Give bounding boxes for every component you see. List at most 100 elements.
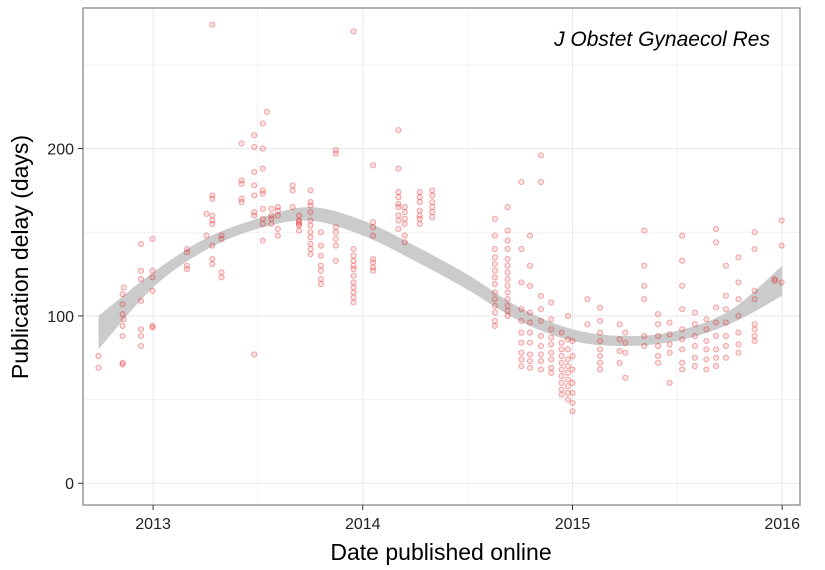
data-point — [564, 396, 571, 403]
data-point — [307, 187, 314, 194]
data-point — [622, 339, 629, 346]
data-point — [259, 187, 266, 194]
data-point — [713, 239, 720, 246]
data-point — [332, 224, 339, 231]
data-point — [395, 217, 402, 224]
data-point — [416, 212, 423, 219]
data-point — [691, 332, 698, 340]
data-point — [564, 356, 571, 363]
data-point — [307, 199, 314, 206]
data-point — [537, 306, 544, 313]
data-point — [295, 217, 303, 224]
data-point — [548, 316, 555, 323]
data-point — [317, 281, 324, 288]
data-point — [597, 329, 604, 336]
data-point — [289, 182, 296, 189]
data-point — [370, 219, 377, 226]
data-point — [307, 229, 314, 236]
data-point — [537, 358, 544, 365]
data-point — [395, 189, 402, 196]
data-point — [149, 274, 156, 281]
data-point — [209, 192, 216, 199]
data-point — [350, 252, 357, 259]
data-point — [137, 297, 145, 304]
data-point — [548, 356, 555, 363]
axes: 2013 2014 2015 2016 0 100 200 — [47, 142, 800, 533]
data-point — [395, 225, 402, 232]
data-point — [616, 347, 623, 355]
data-point — [95, 364, 102, 371]
data-point — [259, 237, 266, 244]
data-point — [395, 127, 402, 134]
data-point — [564, 369, 571, 376]
data-point — [238, 140, 245, 147]
data-point — [655, 321, 662, 328]
data-point — [429, 204, 436, 211]
data-point — [735, 279, 742, 286]
data-point — [251, 132, 258, 139]
data-point — [526, 262, 534, 269]
data-point — [307, 250, 314, 258]
data-point — [149, 235, 156, 242]
data-point — [679, 232, 686, 239]
data-point — [259, 220, 266, 227]
y-tick-label: 0 — [65, 476, 74, 493]
data-point — [238, 199, 245, 206]
data-point — [713, 346, 720, 353]
data-point — [537, 342, 544, 350]
x-axis-title: Date published online — [330, 539, 551, 565]
data-point — [735, 296, 742, 303]
data-point — [713, 363, 720, 370]
data-point — [666, 319, 673, 326]
data-point — [350, 266, 357, 273]
data-point — [416, 207, 423, 214]
data-point — [564, 389, 571, 396]
data-point — [569, 353, 576, 360]
data-point — [401, 215, 408, 222]
data-point — [616, 336, 623, 343]
data-point — [526, 309, 534, 316]
data-point — [666, 331, 673, 338]
data-point — [370, 264, 377, 271]
data-point — [713, 332, 720, 340]
data-point — [564, 346, 571, 353]
data-point — [307, 222, 314, 229]
data-point — [558, 386, 565, 393]
data-point — [251, 212, 258, 219]
data-point — [289, 204, 296, 211]
data-point — [722, 342, 729, 350]
data-point — [137, 276, 145, 283]
data-point — [597, 366, 604, 373]
data-point — [679, 336, 686, 343]
data-point — [691, 342, 698, 350]
data-point — [548, 334, 555, 341]
x-tick-label: 2013 — [135, 516, 171, 533]
data-point — [679, 306, 686, 313]
data-point — [564, 363, 571, 370]
data-point — [616, 359, 623, 366]
data-point — [526, 319, 534, 326]
data-point — [504, 302, 511, 309]
data-point — [537, 366, 544, 373]
data-point — [251, 143, 258, 150]
data-point — [119, 332, 126, 340]
data-point — [209, 242, 216, 249]
y-axis-title: Publication delay (days) — [7, 135, 33, 379]
data-point — [274, 207, 281, 214]
data-point — [149, 267, 156, 274]
data-point — [370, 267, 377, 274]
data-point — [597, 359, 604, 366]
data-point — [307, 240, 314, 247]
data-point — [307, 234, 314, 241]
data-point — [722, 292, 729, 299]
data-point — [569, 399, 576, 406]
data-point — [504, 307, 511, 314]
data-point — [679, 346, 686, 353]
data-point — [703, 337, 710, 345]
data-point — [491, 215, 498, 222]
data-point — [569, 337, 576, 345]
data-point — [183, 249, 191, 256]
data-point — [679, 282, 686, 289]
data-point — [691, 309, 698, 316]
x-tick-label: 2014 — [345, 516, 381, 533]
